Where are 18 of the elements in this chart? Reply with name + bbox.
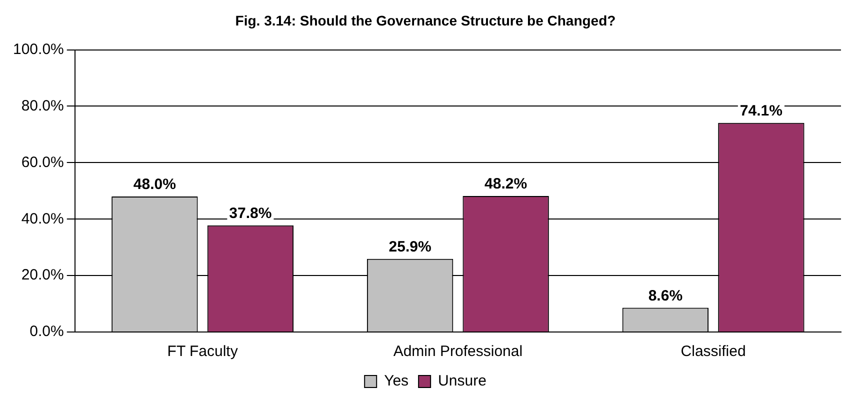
y-tick-label: 80.0% xyxy=(21,97,64,114)
data-label: 48.2% xyxy=(484,176,528,193)
data-label: 37.8% xyxy=(229,204,272,222)
y-tick-label: 40.0% xyxy=(21,210,64,228)
data-label: 8.6% xyxy=(648,287,683,304)
data-label: 48.0% xyxy=(133,176,176,194)
legend-label: Unsure xyxy=(438,372,486,390)
data-label: 25.9% xyxy=(388,238,432,256)
legend-label: Yes xyxy=(384,372,409,390)
x-tick-label: Admin Professional xyxy=(393,343,523,360)
y-tick-label: 20.0% xyxy=(21,266,64,284)
y-tick-label: 100.0% xyxy=(13,40,64,58)
x-tick-label: FT Faculty xyxy=(167,343,238,360)
x-tick-label: Classified xyxy=(680,343,746,360)
chart-title: Fig. 3.14: Should the Governance Structure be Changed? xyxy=(235,12,616,28)
y-tick-label: 0.0% xyxy=(30,323,64,340)
data-label: 74.1% xyxy=(740,102,782,120)
y-tick-label: 60.0% xyxy=(21,154,64,171)
